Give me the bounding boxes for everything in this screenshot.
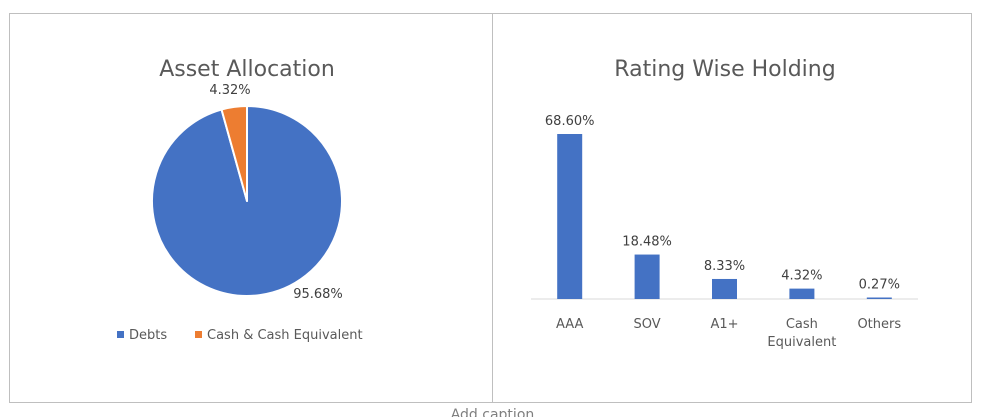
pie-slice-cash-cash-equivalent <box>220 105 248 202</box>
bar-a1 <box>712 278 737 299</box>
pie-data-label-debts: 95.68% <box>293 287 343 302</box>
asset-allocation-chart-panel: Asset Allocation 95.68% 4.32% Debts Cash &… <box>9 13 493 403</box>
rating-wise-holding-bar-chart: Rating Wise Holding 68.60% 18.48% 8.33% 4.3… <box>531 57 918 350</box>
legend-swatch-debts <box>117 331 124 338</box>
legend-label-cash-cash-equivalent: Cash & Cash Equivalent <box>207 328 363 343</box>
bar-data-label-sov: 18.48% <box>622 235 672 250</box>
category-tick-label-cash-equivalent: Cash Equivalent <box>767 317 836 350</box>
legend-swatch-cash-cash-equivalent <box>195 331 202 338</box>
bar-cash-equivalent <box>789 288 815 299</box>
bar-data-label-others: 0.27% <box>859 278 900 293</box>
bar-data-label-a1: 8.33% <box>704 259 745 274</box>
bar-data-label-aaa: 68.60% <box>545 114 595 129</box>
asset-allocation-pie-chart: Asset Allocation 95.68% 4.32% Debts Cash &… <box>117 57 363 343</box>
category-tick-label-aaa: AAA <box>556 317 584 332</box>
rating-wise-holding-title: Rating Wise Holding <box>614 57 835 82</box>
category-tick-label-others: Others <box>857 317 901 332</box>
legend-label-debts: Debts <box>129 328 167 343</box>
rating-wise-holding-chart-panel: Rating Wise Holding 68.60% 18.48% 8.33% 4.3… <box>492 13 972 403</box>
bar-others <box>866 297 892 299</box>
pie-data-label-cash-cash-equivalent: 4.32% <box>209 83 250 98</box>
bar-data-label-cash-equivalent: 4.32% <box>781 269 822 284</box>
figure-caption: Add caption <box>450 408 535 417</box>
category-tick-label-a1: A1+ <box>710 317 738 332</box>
asset-allocation-title: Asset Allocation <box>159 57 335 82</box>
category-tick-label-sov: SOV <box>634 317 661 332</box>
bar-sov <box>634 254 660 299</box>
bar-aaa <box>557 134 583 299</box>
